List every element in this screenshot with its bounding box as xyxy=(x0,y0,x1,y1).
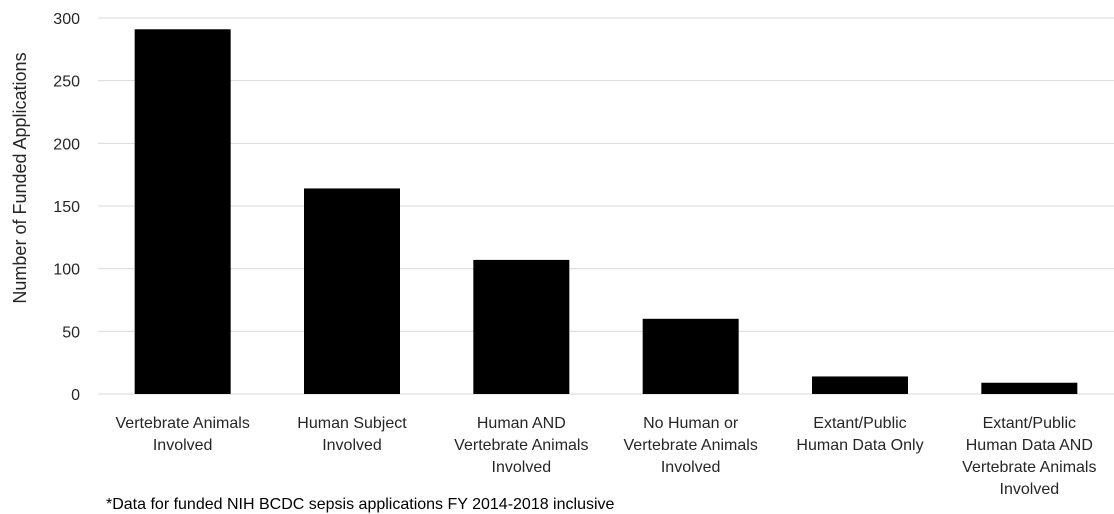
footnote: *Data for funded NIH BCDC sepsis applica… xyxy=(106,496,615,513)
y-tick-label: 50 xyxy=(62,324,80,341)
bar-1 xyxy=(134,29,231,395)
y-axis-ticks: 0 50 100 150 200 250 300 xyxy=(53,11,80,404)
y-tick-label: 0 xyxy=(71,387,80,404)
x-category-label: Vertebrate Animals Involved xyxy=(116,415,250,454)
x-category-label: Human Subject Involved xyxy=(297,415,407,454)
bar-5 xyxy=(812,376,908,394)
gridlines xyxy=(98,17,1114,395)
bar-4 xyxy=(642,318,739,394)
y-tick-label: 200 xyxy=(53,136,80,153)
bar-6 xyxy=(981,382,1078,394)
x-category-label: Extant/Public Human Data Only xyxy=(796,415,923,454)
y-tick-label: 150 xyxy=(53,199,80,216)
x-axis-labels: Vertebrate Animals Involved Human Subject I… xyxy=(116,415,1097,498)
bar-3 xyxy=(473,259,570,394)
y-axis-title: Number of Funded Applications xyxy=(10,52,30,303)
bars xyxy=(134,29,1078,395)
y-tick-label: 300 xyxy=(53,11,80,28)
bar-2 xyxy=(304,188,400,394)
y-tick-label: 100 xyxy=(53,262,80,279)
x-category-label: Extant/Public Human Data AND Vertebrate An… xyxy=(962,415,1096,498)
x-category-label: Human AND Vertebrate Animals Involved xyxy=(454,415,588,476)
y-tick-label: 250 xyxy=(53,74,80,91)
x-category-label: No Human or Vertebrate Animals Involved xyxy=(624,415,758,476)
